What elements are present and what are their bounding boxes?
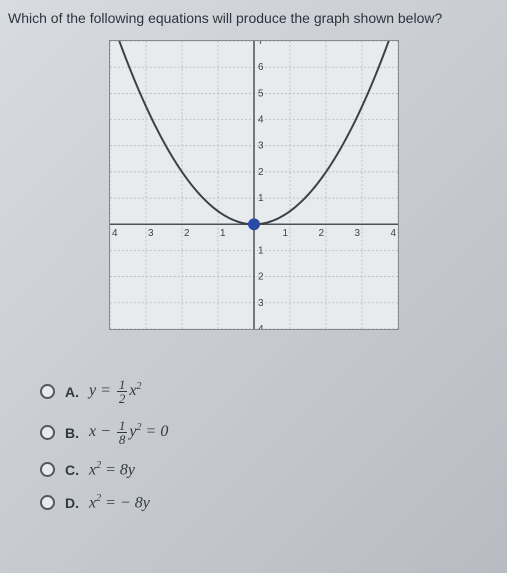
answer-options: A. y = 12x2 B. x − 18y2 = 0 C. x2 = 8y D…	[0, 378, 507, 513]
exponent: 2	[137, 381, 142, 392]
radio-icon[interactable]	[40, 425, 55, 440]
svg-text:1: 1	[257, 193, 263, 204]
question-text: Which of the following equations will pr…	[0, 0, 507, 32]
option-letter: A.	[65, 384, 81, 400]
denominator: 8	[117, 433, 128, 446]
svg-text:1: 1	[219, 228, 225, 239]
option-c[interactable]: C. x2 = 8y	[40, 460, 507, 479]
parabola-graph: 4 3 2 1 1 2 3 4 1 2 3 4 5 6 7 1 2 3 4	[109, 40, 399, 330]
option-letter: C.	[65, 462, 81, 478]
radio-icon[interactable]	[40, 384, 55, 399]
svg-text:4: 4	[111, 228, 117, 239]
option-letter: B.	[65, 425, 81, 441]
axes	[110, 41, 398, 329]
svg-text:4: 4	[257, 324, 263, 329]
eq-part: y	[129, 423, 136, 440]
svg-text:4: 4	[390, 228, 396, 239]
svg-text:1: 1	[282, 228, 288, 239]
numerator: 1	[117, 419, 128, 433]
option-formula: x2 = 8y	[89, 460, 135, 479]
option-a[interactable]: A. y = 12x2	[40, 378, 507, 405]
svg-text:2: 2	[257, 167, 263, 178]
svg-text:5: 5	[257, 88, 263, 99]
fraction: 18	[117, 419, 128, 446]
svg-text:3: 3	[257, 141, 263, 152]
option-formula: x − 18y2 = 0	[89, 419, 168, 446]
svg-text:6: 6	[257, 62, 263, 73]
radio-icon[interactable]	[40, 462, 55, 477]
svg-text:3: 3	[354, 228, 360, 239]
graph-svg: 4 3 2 1 1 2 3 4 1 2 3 4 5 6 7 1 2 3 4	[110, 41, 398, 329]
option-formula: x2 = − 8y	[89, 493, 150, 512]
svg-text:3: 3	[147, 228, 153, 239]
svg-text:4: 4	[257, 115, 263, 126]
svg-text:2: 2	[183, 228, 189, 239]
option-letter: D.	[65, 495, 81, 511]
svg-text:7: 7	[257, 41, 263, 47]
radio-icon[interactable]	[40, 495, 55, 510]
svg-text:1: 1	[257, 245, 263, 256]
eq-part: y =	[89, 382, 115, 399]
svg-text:3: 3	[257, 298, 263, 309]
eq-part: = − 8y	[101, 495, 150, 512]
svg-text:2: 2	[257, 272, 263, 283]
vertex-point	[248, 218, 260, 230]
option-b[interactable]: B. x − 18y2 = 0	[40, 419, 507, 446]
svg-text:2: 2	[318, 228, 324, 239]
denominator: 2	[117, 392, 128, 405]
eq-part: x	[129, 382, 136, 399]
eq-part: x −	[89, 423, 115, 440]
option-d[interactable]: D. x2 = − 8y	[40, 493, 507, 512]
fraction: 12	[117, 378, 128, 405]
numerator: 1	[117, 378, 128, 392]
eq-part: = 0	[142, 423, 169, 440]
option-formula: y = 12x2	[89, 378, 142, 405]
eq-part: = 8y	[101, 461, 135, 478]
